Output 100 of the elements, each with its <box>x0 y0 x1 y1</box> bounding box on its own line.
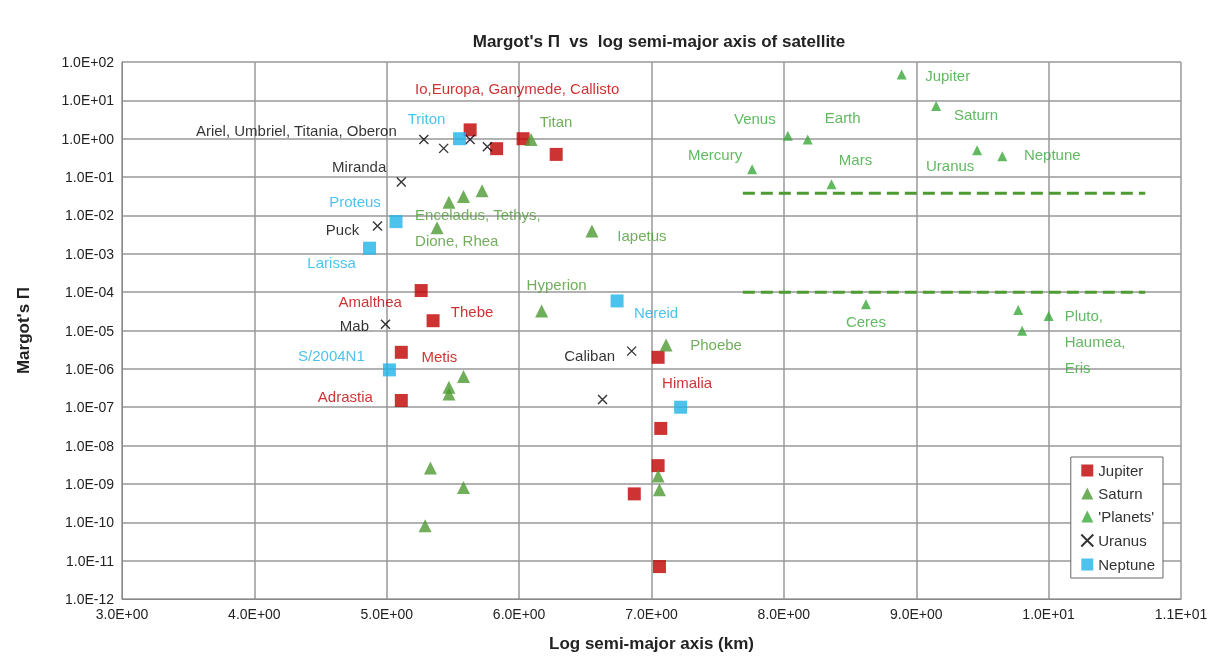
point <box>782 130 793 141</box>
data-label: Ariel, Umbriel, Titania, Oberon <box>195 122 397 140</box>
x-tick-label: 3.0E+00 <box>95 606 149 622</box>
point <box>394 393 408 407</box>
point <box>524 133 538 147</box>
data-label: Thebe <box>450 303 494 321</box>
point <box>396 176 407 188</box>
point <box>380 319 391 330</box>
point <box>651 469 665 483</box>
data-label: Saturn <box>954 105 999 123</box>
point <box>1043 310 1054 321</box>
data-label: Enceladus, Tethys, Dione, Rhea <box>415 206 545 250</box>
data-label: Ceres <box>845 312 886 330</box>
y-tick-label: 1.0E-02 <box>64 207 115 224</box>
y-tick-label: 1.0E-05 <box>64 322 115 339</box>
point <box>652 560 666 574</box>
point <box>896 69 907 80</box>
data-label: Earth <box>824 108 861 126</box>
point <box>747 164 758 175</box>
data-label: Proteus <box>329 193 381 211</box>
y-axis-title: Margot's Π <box>14 286 33 375</box>
point <box>652 483 666 497</box>
y-tick-label: 1.0E-04 <box>64 284 115 301</box>
data-label: Caliban <box>564 346 616 364</box>
point <box>997 151 1008 162</box>
data-label: Amalthea <box>338 293 403 311</box>
point <box>382 363 396 377</box>
point <box>674 400 688 414</box>
data-label: Himalia <box>662 373 713 391</box>
point <box>627 487 641 501</box>
point <box>1013 305 1024 316</box>
point <box>475 184 489 198</box>
point <box>457 370 471 384</box>
point <box>418 134 430 145</box>
point <box>1017 325 1028 336</box>
point <box>535 304 549 318</box>
legend-label: Uranus <box>1098 532 1147 549</box>
point <box>826 179 837 190</box>
y-tick-label: 1.0E+00 <box>61 130 115 147</box>
y-tick-label: 1.0E-03 <box>64 245 115 262</box>
y-tick-label: 1.0E-07 <box>64 399 115 416</box>
point <box>438 143 449 154</box>
point <box>423 461 437 475</box>
point <box>453 132 467 146</box>
point <box>394 345 408 359</box>
data-label: Nereid <box>633 304 679 322</box>
point <box>597 394 608 405</box>
point <box>372 220 383 232</box>
point <box>430 221 444 235</box>
point <box>363 241 377 255</box>
data-label: Triton <box>407 110 446 128</box>
data-label: Mab <box>339 316 370 334</box>
x-tick-label: 4.0E+00 <box>228 606 281 622</box>
y-tick-label: 1.0E+01 <box>61 92 115 109</box>
data-label: Adrastia <box>317 387 374 405</box>
data-label: Neptune <box>1023 145 1081 163</box>
point <box>418 519 432 533</box>
data-label: Titan <box>539 113 573 131</box>
point <box>626 345 637 357</box>
point <box>860 299 871 310</box>
legend-label: Neptune <box>1098 556 1156 573</box>
data-label: S/2004N1 <box>298 347 365 365</box>
point <box>654 421 668 435</box>
y-tick-label: 1.0E-08 <box>64 437 115 454</box>
point <box>651 350 665 364</box>
x-tick-label: 8.0E+00 <box>757 606 811 622</box>
data-label: Hyperion <box>526 275 587 293</box>
data-label: Metis <box>421 347 458 365</box>
point <box>442 195 456 209</box>
point <box>651 459 665 473</box>
point <box>464 134 476 145</box>
point <box>490 142 504 156</box>
point <box>610 294 624 308</box>
legend-label: Saturn <box>1098 485 1143 502</box>
y-tick-label: 1.0E-01 <box>64 169 115 186</box>
point <box>414 284 428 298</box>
legend-label: 'Planets' <box>1098 508 1155 525</box>
point <box>549 147 563 161</box>
x-tick-label: 9.0E+00 <box>889 606 943 622</box>
x-tick-label: 1.1E+01 <box>1154 606 1208 622</box>
y-tick-label: 1.0E-11 <box>66 552 115 569</box>
x-axis-title: Log semi-major axis (km) <box>548 634 755 653</box>
point <box>585 224 599 238</box>
data-label: Mars <box>838 150 873 168</box>
data-label: Mercury <box>688 145 743 163</box>
y-tick-label: 1.0E-10 <box>64 514 115 531</box>
point <box>659 338 673 352</box>
legend-label: Jupiter <box>1098 462 1144 479</box>
point <box>389 215 403 229</box>
x-tick-label: 7.0E+00 <box>625 606 678 622</box>
data-label: Jupiter <box>925 67 971 85</box>
chart-title: Margot's Π vs log semi-major axis of satellite <box>472 32 846 51</box>
x-tick-label: 6.0E+00 <box>492 606 546 622</box>
y-tick-label: 1.0E-09 <box>64 475 115 492</box>
point <box>972 145 983 156</box>
point <box>802 134 813 145</box>
point <box>442 387 456 401</box>
y-tick-label: 1.0E-12 <box>64 591 115 607</box>
point <box>426 314 440 328</box>
point <box>931 101 942 112</box>
